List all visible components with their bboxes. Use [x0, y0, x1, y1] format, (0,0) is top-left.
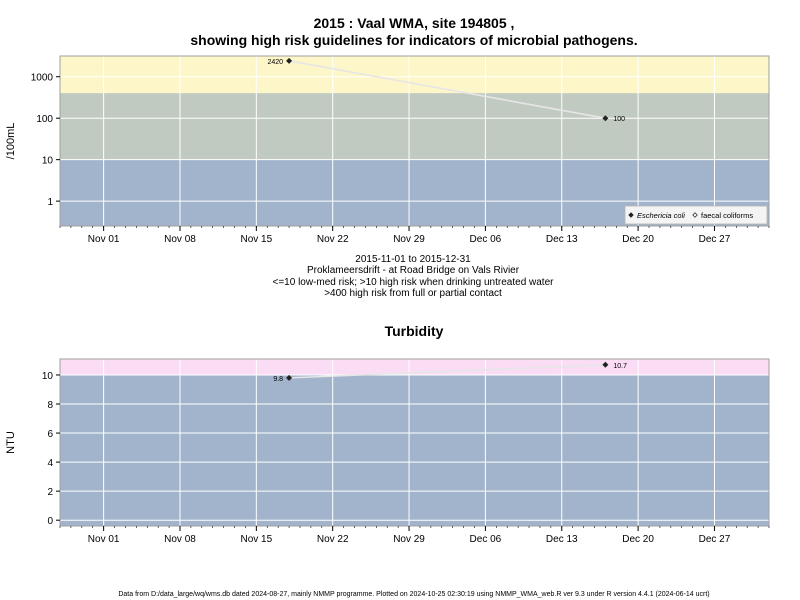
turbidity-y-tick-label: 0: [47, 516, 53, 527]
turbidity-data-point: [602, 361, 609, 368]
turbidity-series-line: [289, 364, 606, 379]
ecoli-panel-border: [59, 55, 770, 227]
turbidity-x-tick-label: Dec 06: [470, 534, 502, 545]
ecoli-data-label: 2420: [267, 59, 283, 66]
turbidity-y-tick-label: 8: [47, 400, 53, 411]
ecoli-x-tick-label: Nov 01: [88, 234, 120, 245]
ecoli-risk-band-0: [60, 93, 769, 160]
turbidity-data-label: 9.8: [273, 376, 283, 383]
turbidity-y-tick-label: 2: [47, 487, 53, 498]
subtitle-date-range: 2015-11-01 to 2015-12-31: [355, 254, 471, 265]
turbidity-x-tick-label: Nov 22: [317, 534, 349, 545]
turbidity-y-tick-label: 4: [47, 458, 53, 469]
figure-title-line1: 2015 : Vaal WMA, site 194805 ,: [314, 15, 515, 31]
ecoli-data-label: 100: [613, 116, 625, 123]
ecoli-x-tick-label: Nov 08: [164, 234, 196, 245]
ecoli-chart: Nov 01 Nov 08 Nov 15 Nov 22 Nov 29 Dec 06 Dec …: [5, 55, 770, 245]
turbidity-x-tick-label: Nov 29: [393, 534, 425, 545]
turbidity-x-tick-label: Nov 08: [164, 534, 196, 545]
ecoli-y-tick-label: 10: [42, 156, 54, 167]
ecoli-x-tick-label: Dec 27: [699, 234, 731, 245]
turbidity-chart-title: Turbidity: [385, 323, 444, 339]
turbidity-chart: Nov 01 Nov 08 Nov 15 Nov 22 Nov 29 Dec 06 Dec …: [5, 358, 770, 545]
turbidity-x-tick-label: Dec 13: [546, 534, 578, 545]
footer-note: Data from D:/data_large/wq/wms.db dated …: [118, 591, 709, 598]
turbidity-data-label: 10.7: [613, 363, 627, 370]
ecoli-x-tick-label: Dec 06: [470, 234, 502, 245]
ecoli-x-tick-label: Nov 15: [240, 234, 272, 245]
ecoli-legend-box: [624, 205, 768, 225]
ecoli-legend-label: Eschericia coli: [637, 211, 685, 220]
ecoli-risk-band-1: [60, 56, 769, 94]
turbidity-panel-background: [60, 359, 769, 526]
ecoli-y-tick-label: 1000: [31, 73, 54, 84]
turbidity-y-tick-label: 6: [47, 429, 53, 440]
ecoli-x-tick-label: Nov 22: [317, 234, 349, 245]
turbidity-panel-border: [59, 358, 770, 527]
ecoli-legend-marker: [692, 212, 698, 218]
turbidity-data-point: [286, 374, 293, 381]
turbidity-x-tick-label: Nov 15: [240, 534, 272, 545]
turbidity-x-tick-label: Dec 27: [699, 534, 731, 545]
subtitle-guideline-high: >400 high risk from full or partial cont…: [324, 288, 502, 299]
ecoli-y-tick-label: 100: [36, 114, 53, 125]
ecoli-data-point: [286, 57, 293, 64]
ecoli-x-tick-label: Dec 20: [622, 234, 654, 245]
subtitle-guideline-low: <=10 low-med risk; >10 high risk when dr…: [273, 277, 555, 288]
ecoli-series-line: [288, 60, 606, 119]
ecoli-legend-marker: [628, 212, 634, 218]
turbidity-y-tick-label: 10: [42, 371, 54, 382]
turbidity-y-axis-label: NTU: [5, 431, 17, 454]
figure-title-line2: showing high risk guidelines for indicat…: [190, 32, 637, 48]
turbidity-x-tick-label: Dec 20: [622, 534, 654, 545]
ecoli-x-tick-label: Dec 13: [546, 234, 578, 245]
ecoli-x-tick-label: Nov 29: [393, 234, 425, 245]
turbidity-risk-band-0: [60, 359, 769, 375]
ecoli-legend-label: faecal coliforms: [701, 211, 753, 220]
subtitle-block: 2015-11-01 to 2015-12-31 Proklameersdrif…: [273, 254, 555, 299]
ecoli-y-axis-label: /100mL: [5, 123, 17, 160]
ecoli-y-tick-label: 1: [47, 197, 53, 208]
ecoli-data-point: [602, 115, 609, 122]
subtitle-site: Proklameersdrift - at Road Bridge on Val…: [307, 265, 520, 276]
turbidity-x-tick-label: Nov 01: [88, 534, 120, 545]
